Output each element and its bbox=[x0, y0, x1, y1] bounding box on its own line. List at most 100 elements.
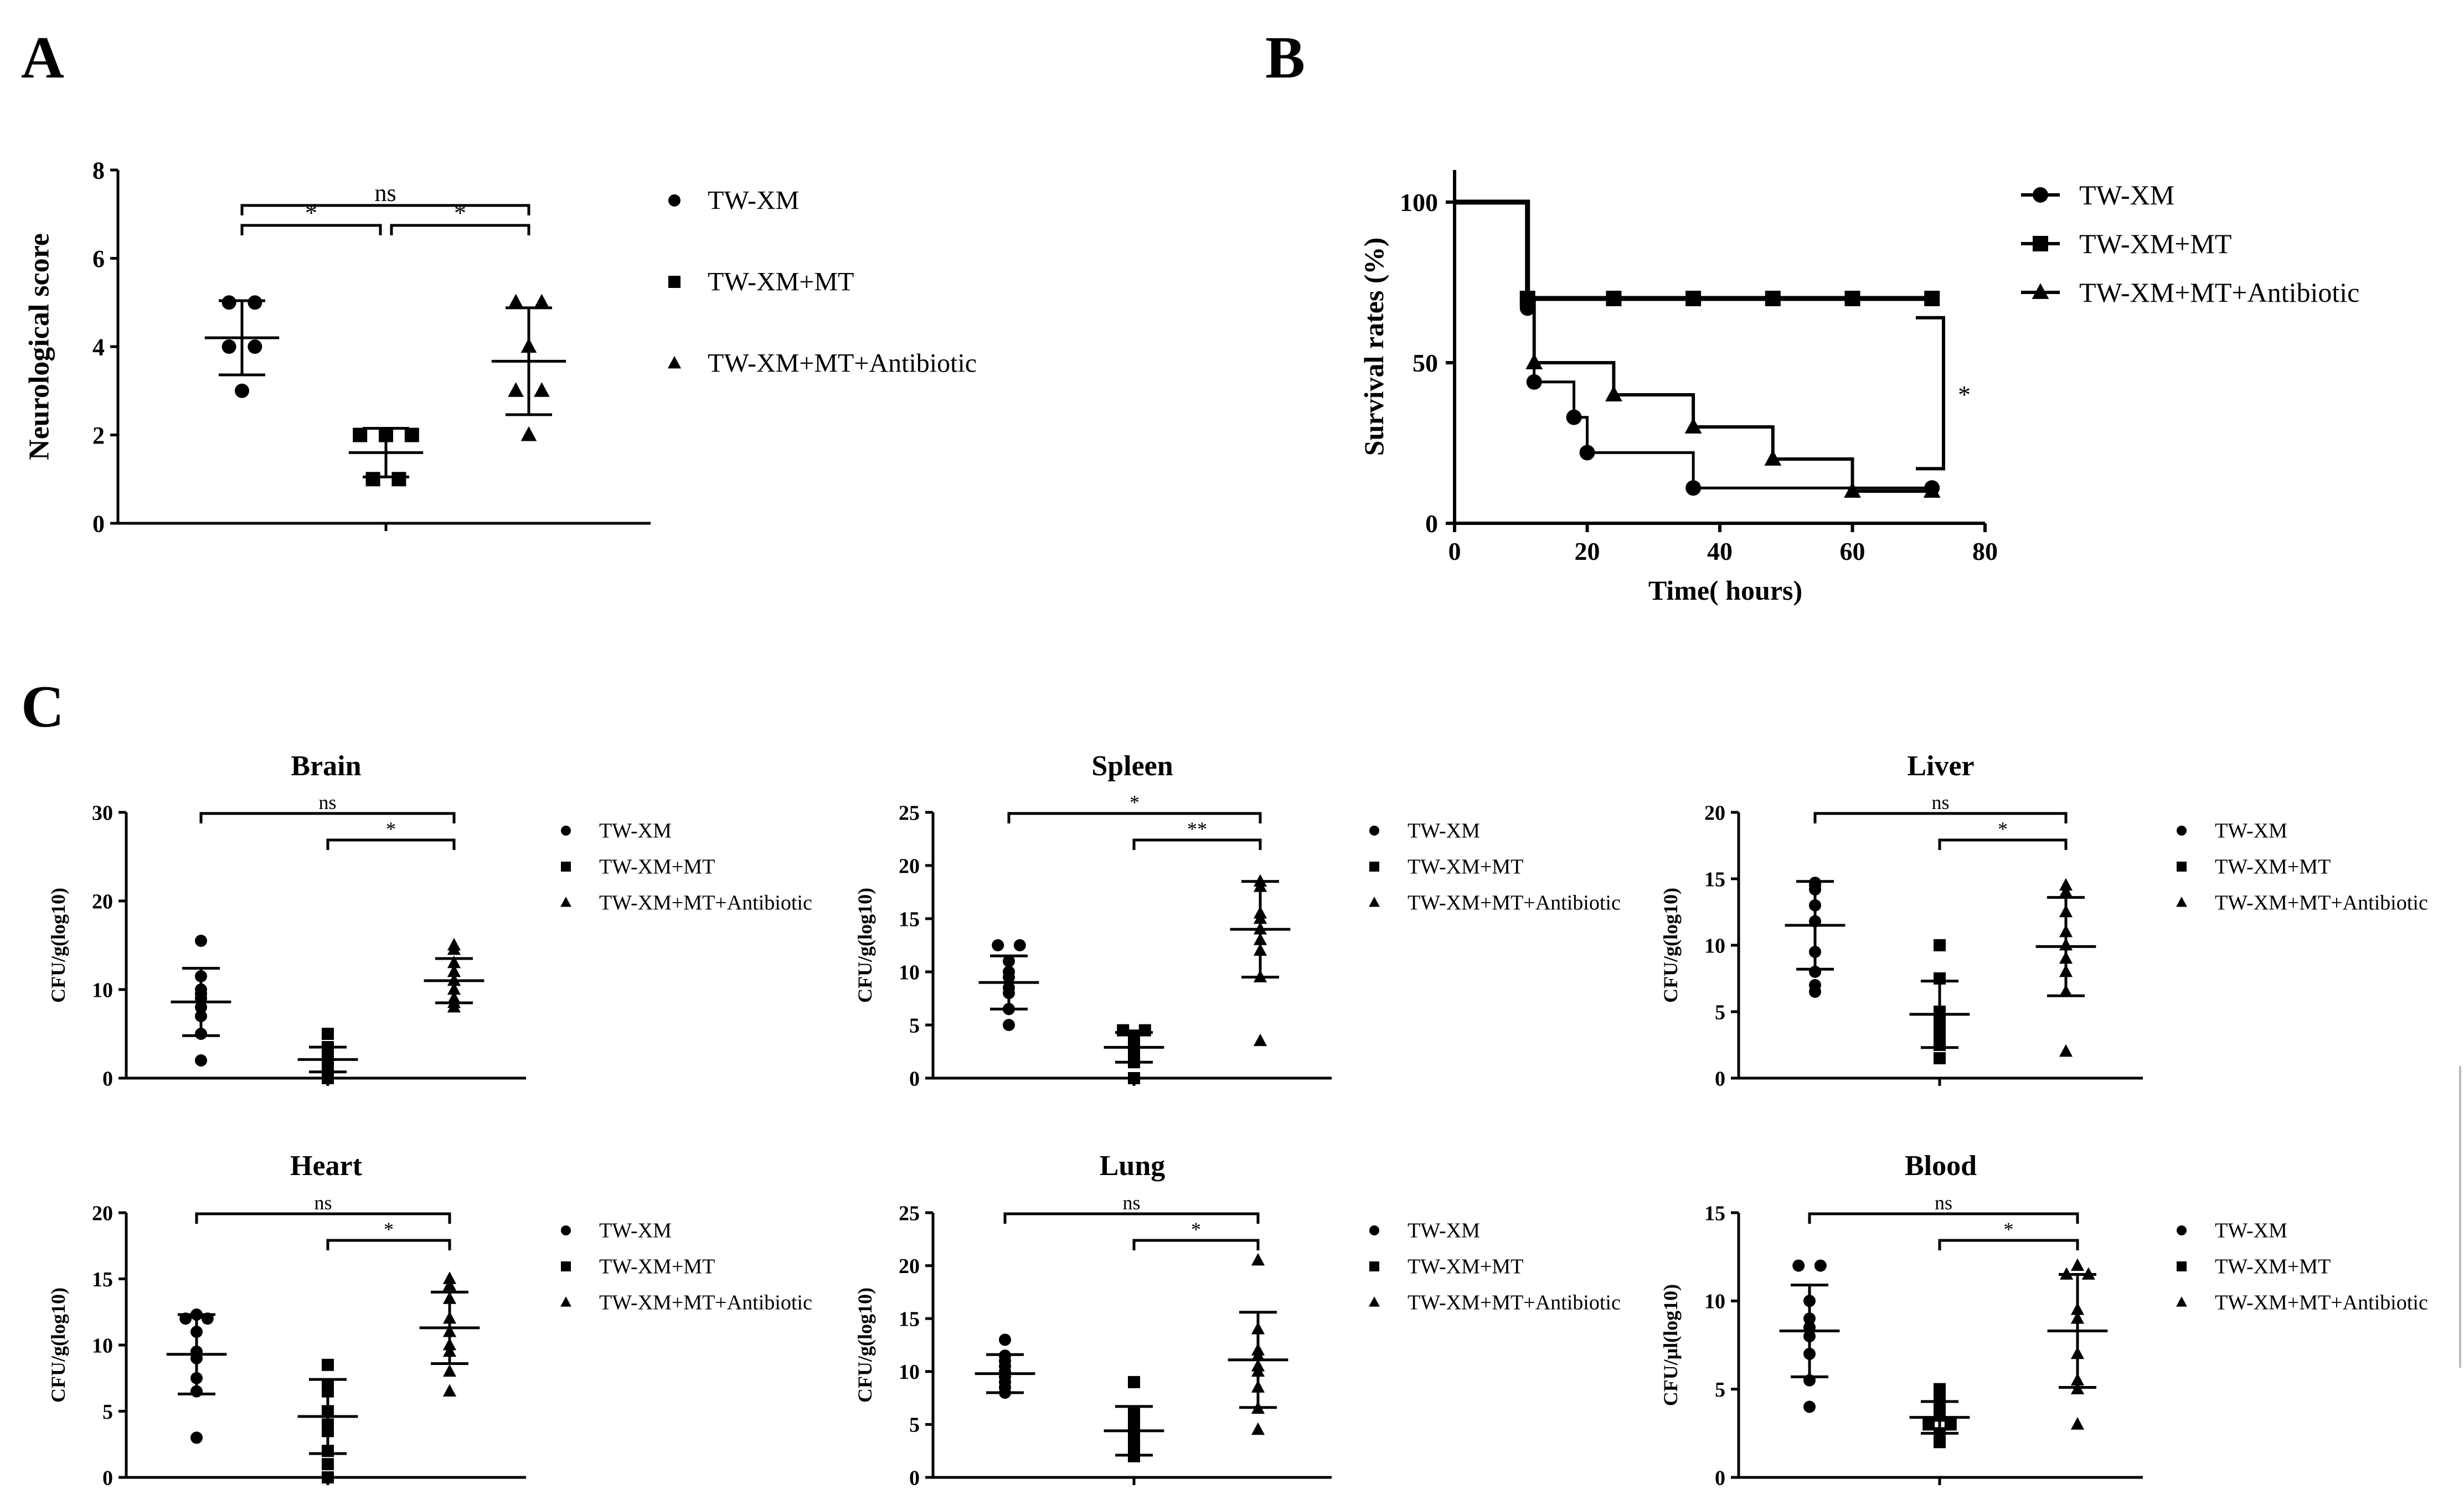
x-tick-label: 20 bbox=[1575, 537, 1600, 565]
legend-label: TW-XM bbox=[2215, 1219, 2287, 1243]
y-tick-label: 15 bbox=[899, 908, 920, 931]
data-point bbox=[190, 1431, 203, 1444]
legend-marker bbox=[561, 862, 571, 872]
legend-label: TW-XM bbox=[708, 186, 799, 215]
data-point bbox=[442, 1271, 457, 1284]
data-point bbox=[365, 472, 380, 487]
data-point bbox=[235, 383, 249, 398]
y-tick-label: 2 bbox=[92, 422, 105, 449]
significance-bracket bbox=[1007, 812, 1262, 823]
data-point bbox=[1934, 1436, 1946, 1449]
significance-bracket bbox=[1813, 812, 2068, 823]
y-tick-label: 6 bbox=[92, 245, 105, 272]
legend-marker bbox=[668, 194, 681, 207]
y-axis-label: CFU/g(log10) bbox=[47, 888, 69, 1003]
x-tick-label: 40 bbox=[1707, 537, 1733, 565]
data-point bbox=[442, 1278, 457, 1291]
legend-label: TW-XM+MT bbox=[1408, 1255, 1523, 1279]
y-tick-label: 25 bbox=[899, 1202, 920, 1225]
legend-marker bbox=[561, 1225, 571, 1235]
legend-label: TW-XM bbox=[1408, 820, 1480, 843]
y-axis-label: CFU/μl(log10) bbox=[1659, 1284, 1682, 1406]
data-point bbox=[2059, 1044, 2073, 1057]
chart-title: Heart bbox=[290, 1150, 363, 1182]
y-tick-label: 10 bbox=[1704, 934, 1725, 957]
data-point bbox=[1809, 986, 1821, 998]
data-point bbox=[322, 1072, 334, 1084]
legend-label: TW-XM bbox=[2215, 820, 2287, 843]
series-tw-xm-mt-antibiotic bbox=[2047, 1258, 2108, 1430]
chart-title: Brain bbox=[291, 750, 361, 782]
data-point bbox=[1844, 482, 1861, 498]
data-point bbox=[322, 1358, 334, 1371]
legend-marker bbox=[2033, 187, 2048, 203]
data-point bbox=[508, 382, 524, 397]
y-tick-label: 20 bbox=[1704, 801, 1725, 825]
panel-letter-a: A bbox=[21, 25, 64, 91]
y-tick-label: 5 bbox=[909, 1414, 920, 1437]
data-point bbox=[1764, 450, 1782, 466]
significance-bracket bbox=[1132, 1239, 1260, 1250]
significance-bracket bbox=[1808, 1212, 2079, 1224]
series-tw-xm bbox=[1785, 877, 1846, 998]
chart-c-blood: 0 5 10 15 CFU/μl(log10) Blood ns * TW-XM TW-XM+MT… bbox=[1659, 1150, 2428, 1490]
series-tw-xm-mt-antibiotic bbox=[1228, 1253, 1288, 1435]
data-point bbox=[1922, 1418, 1935, 1431]
y-tick-label: 8 bbox=[92, 157, 105, 184]
y-tick-label: 20 bbox=[899, 1255, 920, 1278]
legend-label: TW-XM bbox=[599, 1219, 672, 1243]
legend: TW-XM TW-XM+MT TW-XM+MT+Antibiotic bbox=[560, 820, 812, 915]
legend-label: TW-XM bbox=[2079, 179, 2174, 210]
legend-label: TW-XM+MT bbox=[2079, 228, 2231, 259]
y-tick-label: 5 bbox=[909, 1014, 920, 1037]
data-point bbox=[248, 339, 262, 354]
data-point bbox=[1579, 445, 1595, 461]
significance-label: * bbox=[1191, 1218, 1201, 1240]
significance-label: ns bbox=[318, 791, 336, 813]
y-axis-label: CFU/g(log10) bbox=[47, 1287, 69, 1403]
legend-marker bbox=[560, 1296, 571, 1307]
data-point bbox=[195, 935, 207, 947]
series-tw-xm-mt-antibiotic bbox=[491, 293, 566, 441]
legend-marker bbox=[560, 897, 571, 907]
legend-label: TW-XM+MT+Antibiotic bbox=[2215, 1291, 2428, 1315]
legend-label: TW-XM+MT+Antibiotic bbox=[1408, 1291, 1621, 1315]
data-point bbox=[1685, 480, 1702, 496]
y-tick-label: 100 bbox=[1400, 188, 1438, 217]
significance-bracket bbox=[240, 204, 530, 215]
legend: TW-XM TW-XM+MT TW-XM+MT+Antibiotic bbox=[1369, 1219, 1621, 1315]
legend: TW-XM TW-XM+MT TW-XM+MT+Antibiotic bbox=[560, 1219, 812, 1315]
series-tw-xm-mt bbox=[1104, 1375, 1164, 1462]
legend-label: TW-XM+MT bbox=[1408, 856, 1523, 879]
data-point bbox=[1844, 291, 1860, 306]
data-point bbox=[1138, 1024, 1151, 1037]
panel-letter-c: C bbox=[21, 674, 64, 740]
significance-bracket bbox=[1132, 838, 1262, 850]
data-point bbox=[1934, 1052, 1946, 1064]
legend-label: TW-XM bbox=[599, 820, 672, 843]
significance-bracket bbox=[195, 1212, 451, 1224]
y-tick-label: 0 bbox=[1425, 509, 1438, 538]
data-point bbox=[447, 942, 461, 955]
data-point bbox=[520, 426, 537, 441]
x-axis-label: Time( hours) bbox=[1648, 575, 1802, 606]
series-tw-xm bbox=[204, 295, 280, 398]
legend-marker bbox=[667, 356, 682, 369]
y-tick-label: 15 bbox=[1704, 1202, 1725, 1225]
chart-c-heart: 0 5 10 15 20 CFU/g(log10) Heart ns * TW-XM TW-XM+M… bbox=[47, 1150, 812, 1490]
data-point bbox=[534, 382, 550, 397]
y-tick-label: 10 bbox=[92, 978, 113, 1002]
legend-label: TW-XM+MT+Antibiotic bbox=[599, 892, 812, 915]
significance-label: * bbox=[1130, 791, 1140, 813]
y-axis-label: CFU/g(log10) bbox=[854, 888, 876, 1003]
legend-marker bbox=[2177, 862, 2187, 872]
series-tw-xm-mt-antibiotic bbox=[2035, 878, 2096, 1057]
data-point bbox=[1566, 409, 1582, 425]
legend-marker bbox=[2033, 236, 2048, 251]
y-axis-label: Neurological score bbox=[23, 233, 55, 460]
data-point bbox=[1128, 1072, 1140, 1084]
legend-marker bbox=[561, 826, 571, 836]
significance-label: ns bbox=[1935, 1192, 1952, 1214]
